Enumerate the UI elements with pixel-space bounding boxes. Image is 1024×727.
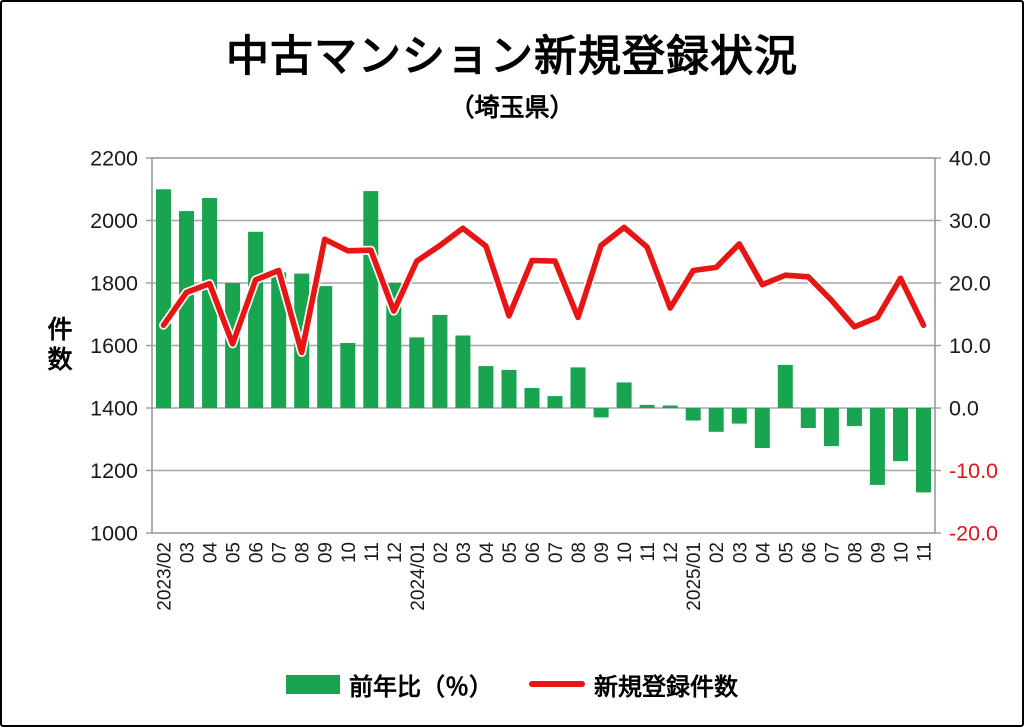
x-tick-label: 05: [776, 542, 797, 563]
x-tick-label: 11: [638, 542, 659, 562]
left-tick-label: 1000: [90, 522, 138, 546]
x-tick-label: 07: [270, 542, 291, 563]
bar: [893, 408, 908, 462]
x-tick-label: 12: [385, 542, 406, 563]
bar: [616, 382, 632, 408]
bar: [754, 408, 770, 448]
bar: [593, 408, 609, 418]
x-tick-label: 10: [615, 542, 636, 563]
bar: [248, 231, 264, 409]
bar: [823, 408, 839, 447]
x-tick-label: 08: [293, 542, 314, 563]
bar: [685, 408, 701, 421]
bar: [708, 408, 724, 432]
bar: [317, 286, 333, 408]
bar: [432, 314, 448, 408]
right-tick-label: 10.0: [949, 334, 991, 358]
right-tick-label: -10.0: [949, 459, 998, 483]
x-tick-label: 04: [753, 542, 774, 564]
left-tick-label: 1400: [90, 397, 138, 421]
bar: [455, 335, 471, 408]
x-tick-label: 12: [661, 542, 682, 563]
bar: [662, 405, 678, 408]
legend-item-bar-series: 前年比（％）: [286, 667, 493, 702]
bar-series-swatch-icon: [286, 674, 340, 694]
bar: [478, 366, 494, 408]
bar: [202, 198, 218, 408]
right-tick-label: -20.0: [949, 522, 998, 546]
x-tick-label: 09: [592, 542, 613, 563]
bar: [340, 343, 356, 408]
x-tick-label: 10: [339, 542, 360, 563]
x-tick-label: 03: [178, 542, 199, 563]
line-series-label: 新規登録件数: [594, 673, 738, 701]
x-tick-label: 04: [477, 542, 498, 564]
x-tick-label: 2025/01: [684, 542, 705, 611]
x-tick-label: 08: [845, 542, 866, 563]
x-tick-label: 11: [915, 542, 936, 562]
registrations-line: [160, 224, 927, 356]
x-tick-label: 10: [892, 542, 913, 563]
x-tick-label: 09: [868, 542, 889, 563]
x-tick-label: 07: [822, 542, 843, 563]
x-tick-label: 06: [247, 542, 268, 563]
bar: [731, 408, 747, 424]
x-tick-label: 08: [569, 542, 590, 563]
x-tick-label: 03: [730, 542, 751, 563]
bar: [179, 211, 194, 408]
x-tick-label: 02: [431, 542, 452, 563]
bar: [547, 396, 563, 408]
right-tick-label: 40.0: [949, 147, 991, 171]
bar: [639, 404, 655, 408]
left-tick-label: 1800: [90, 272, 138, 296]
chart-subtitle: （埼玉県）: [449, 94, 575, 122]
bar: [363, 191, 379, 408]
bar: [777, 364, 793, 408]
right-tick-label: 20.0: [949, 272, 991, 296]
x-tick-label: 07: [546, 542, 567, 563]
bar: [156, 189, 171, 409]
x-tick-label: 2023/02: [155, 542, 176, 611]
bar: [846, 408, 862, 427]
x-tick-label: 06: [799, 542, 820, 563]
x-tick-label: 05: [500, 542, 521, 563]
bar: [409, 337, 425, 408]
x-tick-label: 09: [316, 542, 337, 563]
bar: [386, 283, 402, 408]
x-tick-label: 04: [201, 542, 222, 564]
bar: [570, 367, 586, 408]
x-tick-label: 2024/01: [408, 542, 429, 611]
left-axis-title: 件数: [44, 316, 72, 376]
x-tick-label: 05: [224, 542, 245, 563]
right-tick-label: 0.0: [949, 397, 979, 421]
bar: [800, 408, 816, 428]
bar-series-label: 前年比（％）: [349, 673, 493, 701]
left-tick-label: 2200: [90, 147, 138, 171]
bar: [501, 369, 517, 408]
x-tick-label: 02: [707, 542, 728, 563]
left-tick-label: 2000: [90, 209, 138, 233]
x-tick-label: 06: [523, 542, 544, 563]
bar: [869, 408, 885, 485]
chart-legend: 前年比（％） 新規登録件数: [0, 662, 1024, 706]
left-tick-label: 1200: [90, 459, 138, 483]
x-tick-label: 11: [362, 542, 383, 562]
bar: [524, 388, 540, 408]
chart-title: 中古マンション新規登録状況: [226, 33, 798, 81]
line-series-swatch-icon: [529, 681, 585, 687]
bar: [916, 408, 931, 493]
left-tick-label: 1600: [90, 334, 138, 358]
legend-item-line-series: 新規登録件数: [529, 667, 738, 702]
right-tick-label: 30.0: [949, 209, 991, 233]
bar: [271, 272, 287, 408]
x-tick-label: 03: [454, 542, 475, 563]
